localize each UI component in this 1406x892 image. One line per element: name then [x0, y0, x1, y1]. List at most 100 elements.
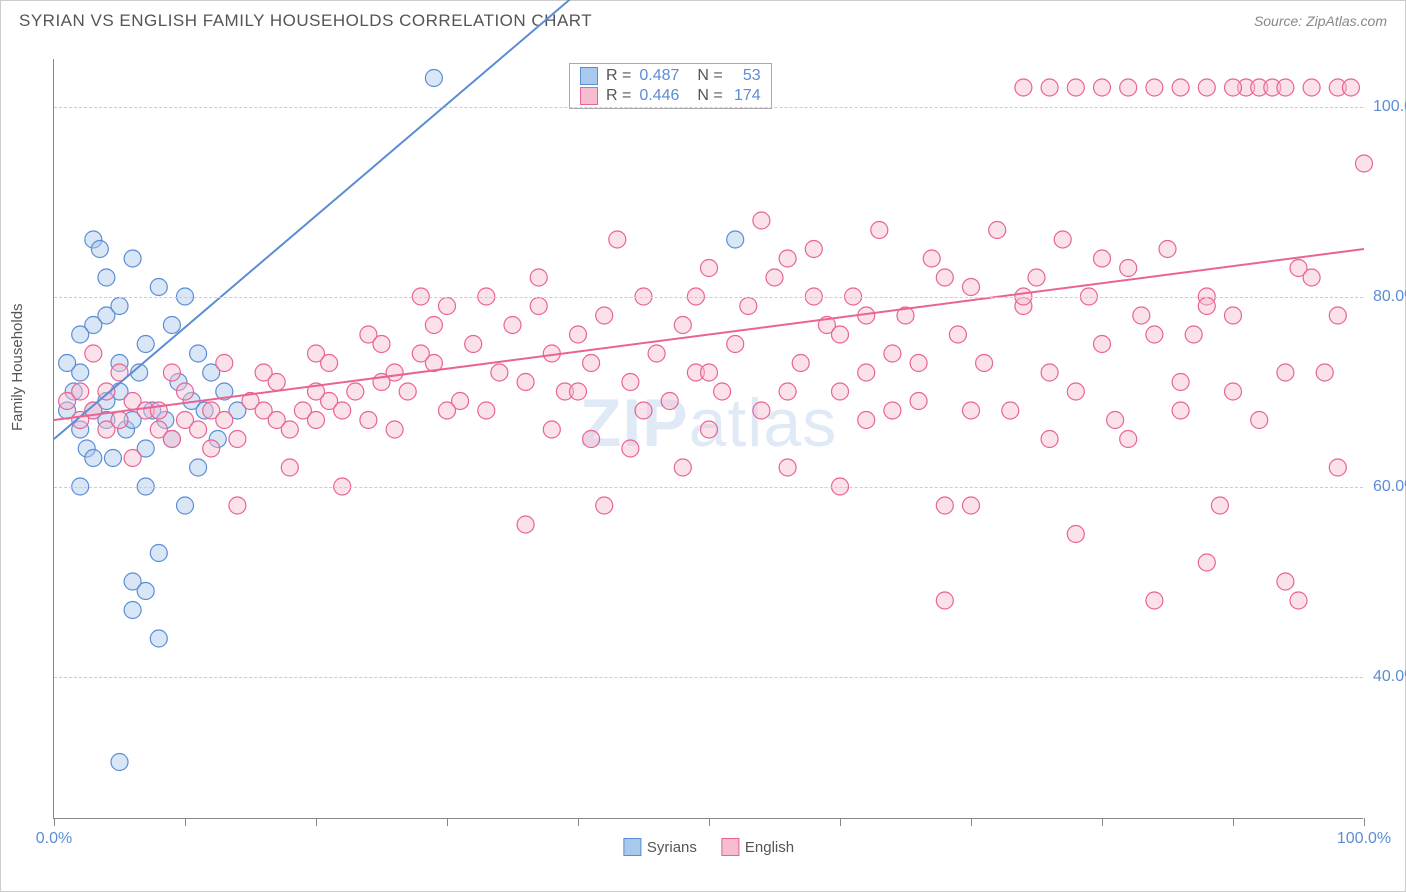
- scatter-point: [150, 545, 167, 562]
- scatter-point: [1303, 79, 1320, 96]
- scatter-point: [360, 412, 377, 429]
- scatter-point: [583, 355, 600, 372]
- scatter-point: [1159, 241, 1176, 258]
- x-tick-label: 100.0%: [1337, 830, 1391, 848]
- n-value: 53: [731, 67, 761, 85]
- x-tick: [1102, 818, 1103, 826]
- gridline-h: [54, 297, 1363, 298]
- gridline-h: [54, 677, 1363, 678]
- scatter-point: [177, 497, 194, 514]
- scatter-point: [701, 260, 718, 277]
- scatter-point: [963, 402, 980, 419]
- scatter-point: [976, 355, 993, 372]
- scatter-point: [1172, 374, 1189, 391]
- scatter-point: [465, 336, 482, 353]
- scatter-point: [1107, 412, 1124, 429]
- scatter-point: [190, 345, 207, 362]
- scatter-point: [321, 355, 338, 372]
- scatter-point: [936, 592, 953, 609]
- chart-title: SYRIAN VS ENGLISH FAMILY HOUSEHOLDS CORR…: [19, 11, 592, 31]
- legend-label: Syrians: [647, 839, 697, 856]
- scatter-point: [779, 459, 796, 476]
- correlation-row: R =0.487N =53: [580, 66, 761, 86]
- scatter-point: [1094, 79, 1111, 96]
- x-tick: [971, 818, 972, 826]
- x-tick: [54, 818, 55, 826]
- scatter-point: [714, 383, 731, 400]
- scatter-point: [373, 336, 390, 353]
- r-value: 0.446: [639, 87, 689, 105]
- scatter-point: [949, 326, 966, 343]
- scatter-point: [609, 231, 626, 248]
- scatter-point: [425, 317, 442, 334]
- scatter-point: [150, 279, 167, 296]
- x-tick: [185, 818, 186, 826]
- scatter-point: [59, 355, 76, 372]
- scatter-point: [504, 317, 521, 334]
- scatter-point: [104, 450, 121, 467]
- scatter-point: [1146, 592, 1163, 609]
- scatter-point: [439, 402, 456, 419]
- scatter-point: [1172, 79, 1189, 96]
- scatter-point: [1356, 155, 1373, 172]
- scatter-point: [740, 298, 757, 315]
- scatter-point: [1225, 79, 1242, 96]
- scatter-point: [1251, 412, 1268, 429]
- scatter-point: [111, 412, 128, 429]
- r-label: R =: [606, 87, 631, 105]
- scatter-point: [1316, 364, 1333, 381]
- scatter-point: [1172, 402, 1189, 419]
- scatter-point: [137, 336, 154, 353]
- scatter-point: [386, 364, 403, 381]
- scatter-point: [884, 345, 901, 362]
- scatter-point: [1094, 336, 1111, 353]
- scatter-point: [137, 583, 154, 600]
- scatter-point: [124, 250, 141, 267]
- scatter-point: [177, 383, 194, 400]
- scatter-point: [753, 212, 770, 229]
- scatter-point: [936, 497, 953, 514]
- gridline-h: [54, 487, 1363, 488]
- scatter-point: [163, 317, 180, 334]
- scatter-point: [491, 364, 508, 381]
- scatter-point: [963, 279, 980, 296]
- scatter-point: [622, 374, 639, 391]
- scatter-point: [347, 383, 364, 400]
- chart-container: SYRIAN VS ENGLISH FAMILY HOUSEHOLDS CORR…: [0, 0, 1406, 892]
- scatter-point: [72, 326, 89, 343]
- scatter-point: [229, 431, 246, 448]
- n-value: 174: [731, 87, 761, 105]
- scatter-point: [766, 269, 783, 286]
- scatter-point: [701, 364, 718, 381]
- x-tick: [840, 818, 841, 826]
- scatter-point: [1067, 79, 1084, 96]
- chart-source: Source: ZipAtlas.com: [1254, 13, 1387, 29]
- scatter-point: [779, 383, 796, 400]
- y-tick-label: 100.0%: [1373, 98, 1406, 116]
- y-tick-label: 40.0%: [1373, 668, 1406, 686]
- x-tick: [709, 818, 710, 826]
- scatter-point: [884, 402, 901, 419]
- scatter-point: [281, 459, 298, 476]
- legend-label: English: [745, 839, 794, 856]
- scatter-point: [1329, 307, 1346, 324]
- scatter-point: [923, 250, 940, 267]
- scatter-point: [701, 421, 718, 438]
- scatter-point: [72, 412, 89, 429]
- scatter-point: [1198, 79, 1215, 96]
- r-value: 0.487: [639, 67, 689, 85]
- scatter-point: [530, 269, 547, 286]
- scatter-point: [334, 402, 351, 419]
- scatter-point: [936, 269, 953, 286]
- scatter-point: [425, 70, 442, 87]
- scatter-point: [268, 374, 285, 391]
- scatter-point: [399, 383, 416, 400]
- x-tick: [316, 818, 317, 826]
- correlation-row: R =0.446N =174: [580, 86, 761, 106]
- scatter-point: [753, 402, 770, 419]
- scatter-point: [963, 497, 980, 514]
- legend-swatch: [580, 67, 598, 85]
- scatter-point: [1290, 592, 1307, 609]
- scatter-point: [1120, 431, 1137, 448]
- scatter-point: [124, 602, 141, 619]
